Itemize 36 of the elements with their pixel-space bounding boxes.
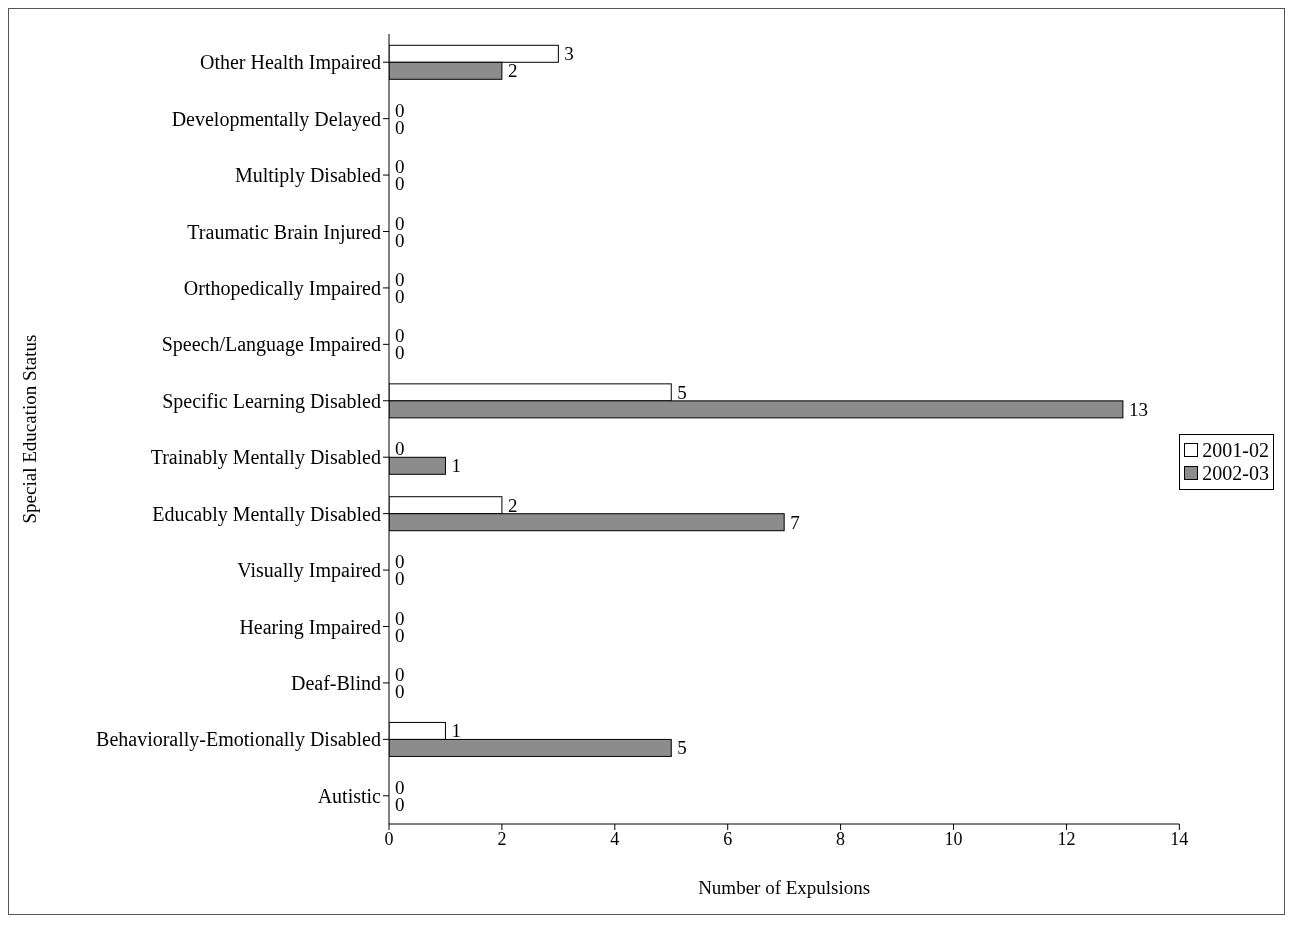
x-tick-label: 0 bbox=[384, 828, 394, 849]
legend-label: 2002-03 bbox=[1202, 461, 1269, 485]
y-tick-label: Speech/Language Impaired bbox=[161, 333, 381, 357]
y-tick-label: Educably Mentally Disabled bbox=[152, 502, 381, 526]
data-label: 7 bbox=[790, 511, 800, 533]
data-label: 2 bbox=[507, 494, 518, 516]
data-label: 1 bbox=[451, 720, 461, 742]
x-axis-title: Number of Expulsions bbox=[698, 877, 871, 898]
x-tick-label: 8 bbox=[836, 828, 846, 849]
y-tick-label: Hearing Impaired bbox=[239, 615, 381, 639]
y-tick-label: Traumatic Brain Injured bbox=[187, 220, 381, 244]
y-tick-label: Deaf-Blind bbox=[291, 672, 381, 695]
x-tick-label: 12 bbox=[1057, 828, 1076, 849]
y-axis-title: Special Education Status bbox=[18, 334, 40, 524]
data-label: 3 bbox=[564, 43, 574, 65]
y-tick-label: Trainably Mentally Disabled bbox=[150, 446, 381, 470]
y-tick-label: Autistic bbox=[317, 784, 382, 807]
y-tick-label: Multiply Disabled bbox=[234, 164, 381, 188]
y-tick-label: Other Health Impaired bbox=[199, 51, 381, 75]
y-tick-label: Specific Learning Disabled bbox=[162, 389, 381, 413]
x-tick-label: 14 bbox=[1170, 828, 1189, 849]
data-label: 5 bbox=[677, 381, 687, 403]
data-label: 1 bbox=[451, 455, 461, 477]
data-label: 0 bbox=[395, 438, 405, 460]
x-tick-label: 2 bbox=[497, 828, 507, 849]
x-tick-label: 10 bbox=[944, 828, 963, 849]
y-tick-label: Orthopedically Impaired bbox=[183, 277, 381, 301]
legend-label: 2001-02 bbox=[1202, 438, 1269, 462]
y-tick-label: Developmentally Delayed bbox=[171, 107, 381, 131]
x-tick-label: 4 bbox=[610, 828, 620, 849]
data-label: 13 bbox=[1128, 398, 1148, 420]
y-tick-label: Behaviorally-Emotionally Disabled bbox=[96, 728, 381, 752]
x-tick-label: 6 bbox=[723, 828, 733, 849]
y-tick-label: Visually Impaired bbox=[237, 559, 381, 583]
data-label: 2 bbox=[507, 60, 518, 82]
data-label: 5 bbox=[677, 737, 687, 759]
